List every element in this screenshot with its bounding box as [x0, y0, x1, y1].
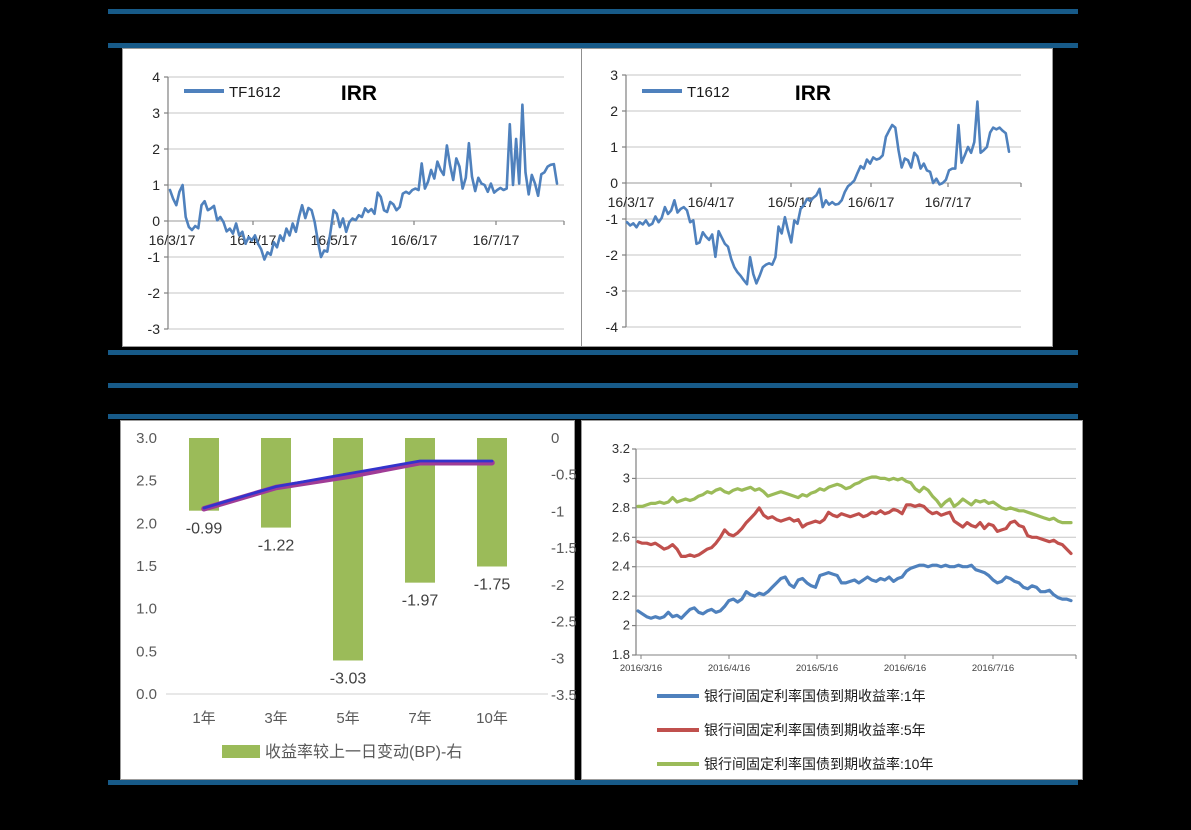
y-tick-label: 3.2 [612, 441, 630, 456]
x-tick-label: 2016/7/16 [972, 663, 1014, 674]
category-label: 10年 [476, 710, 508, 727]
legend-label: 银行间固定利率国债到期收益率:1年 [704, 688, 926, 704]
separator-rule-1 [108, 9, 1078, 14]
y-tick-label: 0 [152, 213, 160, 229]
x-tick-label: 16/7/17 [925, 194, 972, 210]
y-tick-label: -2 [148, 285, 161, 301]
chart-yield-change-bp: 3.0 2.5 2.0 1.5 1.0 0.5 0.0 0 -0.5 -1 -1.5 -2 -2.5 -3… [136, 430, 576, 761]
chart-t1612-irr: 3 2 1 0 -1 -2 -3 -4 16/3/17 16/4/17 16/5/17 16/6/17… [606, 67, 1022, 335]
bar-3年 [261, 438, 291, 528]
right-axis-label: -2.5 [551, 614, 576, 631]
legend-swatch [222, 745, 260, 758]
y-tick-label: 2.4 [612, 559, 630, 574]
separator-rule-4 [108, 383, 1078, 388]
category-label: 5年 [336, 710, 359, 727]
legend-label: T1612 [687, 84, 730, 101]
y-tick-label: 2.8 [612, 500, 630, 515]
legend-label: 收益率较上一日变动(BP)-右 [265, 743, 462, 761]
legend-label: 银行间固定利率国债到期收益率:5年 [704, 722, 926, 738]
x-tick-label: 16/4/17 [688, 194, 735, 210]
separator-rule-6 [108, 780, 1078, 785]
legend-label: TF1612 [229, 84, 281, 101]
bar-value-label: -0.99 [186, 521, 223, 538]
right-axis-label: -0.5 [551, 467, 576, 484]
curve-line-1 [202, 459, 494, 510]
x-tick-label: 16/6/17 [391, 232, 438, 248]
y-tick-label: 3 [152, 105, 160, 121]
y-tick-label: 2.6 [612, 529, 630, 544]
yield-change-chart-panel: 3.0 2.5 2.0 1.5 1.0 0.5 0.0 0 -0.5 -1 -1.5 -2 -2.5 -3… [120, 420, 576, 780]
top-chart-panel: 4 3 2 1 0 -1 -2 -3 16/3/17 16/4/17 16/5/17 16/6/17 1… [122, 48, 1053, 347]
left-axis-label: 0.0 [136, 686, 157, 703]
y-tick-label: -3 [606, 283, 619, 299]
y-tick-label: -1 [606, 211, 619, 227]
x-tick-label: 2016/5/16 [796, 663, 838, 674]
series-line-银行间固定利率国债到期收益率:5年 [636, 503, 1073, 558]
y-tick-label: 3 [610, 67, 618, 83]
bar-value-label: -1.97 [402, 593, 439, 610]
separator-rule-5 [108, 414, 1078, 419]
treasury-yield-chart-panel: 3.2 3 2.8 2.6 2.4 2.2 2 1.8 2016/3/16 2016/4/16 20… [581, 420, 1083, 780]
x-tick-label: 2016/4/16 [708, 663, 750, 674]
x-tick-label: 16/5/17 [311, 232, 358, 248]
y-tick-label: 0 [610, 175, 618, 191]
y-tick-label: -4 [606, 319, 619, 335]
x-tick-label: 16/5/17 [768, 194, 815, 210]
right-axis-label: -3.5 [551, 687, 576, 704]
y-tick-label: 2.2 [612, 588, 630, 603]
x-tick-label: 16/7/17 [473, 232, 520, 248]
y-tick-label: 1 [152, 177, 160, 193]
left-axis-label: 0.5 [136, 643, 157, 660]
chart-title: IRR [341, 82, 377, 105]
right-axis-label: -1 [551, 503, 564, 520]
x-tick-label: 2016/3/16 [620, 663, 662, 674]
x-tick-label: 16/3/17 [608, 194, 655, 210]
right-axis-label: -3 [551, 650, 564, 667]
y-tick-label: 3 [623, 470, 630, 485]
separator-rule-3 [108, 350, 1078, 355]
left-axis-label: 2.0 [136, 515, 157, 532]
y-tick-label: 2 [623, 618, 630, 633]
y-tick-label: 1 [610, 139, 618, 155]
right-axis-label: -2 [551, 577, 564, 594]
bar-value-label: -3.03 [330, 670, 367, 687]
bar-value-label: -1.22 [258, 538, 295, 555]
category-label: 3年 [264, 710, 287, 727]
left-axis-label: 1.0 [136, 601, 157, 618]
y-tick-label: -2 [606, 247, 619, 263]
panel-divider [581, 49, 582, 346]
separator-rule-2 [108, 43, 1078, 48]
bar-value-label: -1.75 [474, 577, 511, 594]
y-tick-label: 2 [610, 103, 618, 119]
category-label: 1年 [192, 710, 215, 727]
y-tick-label: 2 [152, 141, 160, 157]
legend-label: 银行间固定利率国债到期收益率:10年 [704, 756, 933, 772]
y-tick-label: -3 [148, 321, 161, 337]
category-label: 7年 [408, 710, 431, 727]
left-axis-label: 3.0 [136, 430, 157, 447]
chart-title: IRR [795, 82, 831, 105]
series-line-银行间固定利率国债到期收益率:10年 [636, 475, 1073, 525]
x-tick-label: 16/3/17 [149, 232, 196, 248]
series-line-T1612 [625, 100, 1011, 286]
left-axis-label: 1.5 [136, 558, 157, 575]
right-axis-label: 0 [551, 430, 559, 447]
bar-1年 [189, 438, 219, 511]
right-axis-label: -1.5 [551, 540, 576, 557]
x-tick-label: 2016/6/16 [884, 663, 926, 674]
series-line-TF1612 [168, 103, 559, 261]
y-tick-label: 4 [152, 69, 160, 85]
left-axis-label: 2.5 [136, 473, 157, 490]
y-tick-label: -1 [148, 249, 161, 265]
bar-10年 [477, 438, 507, 567]
x-tick-label: 16/6/17 [848, 194, 895, 210]
series-line-银行间固定利率国债到期收益率:1年 [636, 563, 1073, 620]
y-tick-label: 1.8 [612, 647, 630, 662]
